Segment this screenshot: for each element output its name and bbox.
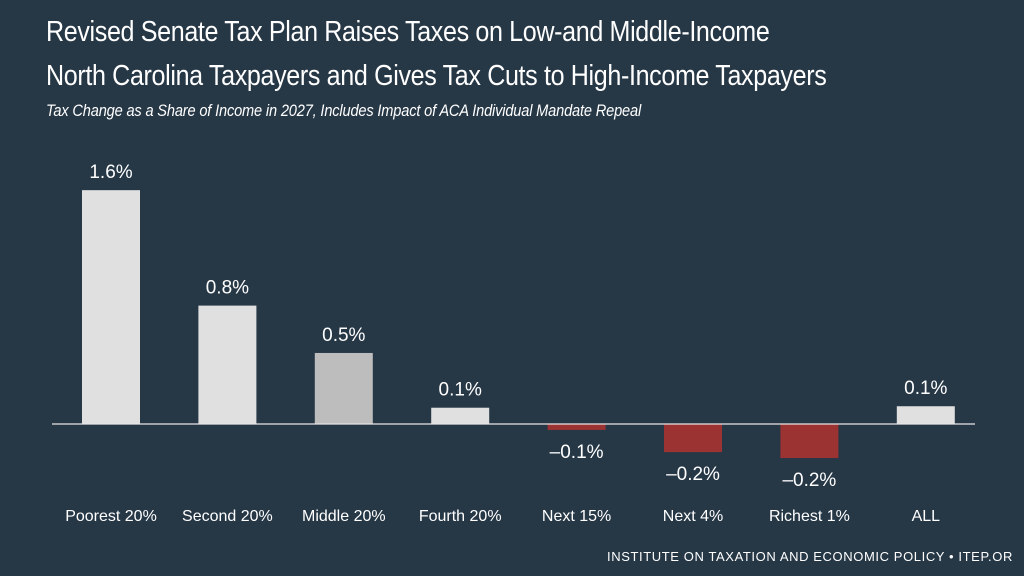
category-label-1: Poorest 20% — [65, 508, 157, 525]
data-label-1: 1.6% — [89, 162, 132, 183]
data-label-2: 0.8% — [206, 278, 249, 299]
bar-1 — [82, 190, 140, 424]
data-label-4: 0.1% — [439, 380, 482, 401]
bar-5 — [547, 424, 606, 430]
chart-title-line-2: North Carolina Taxpayers and Gives Tax C… — [46, 60, 827, 92]
bar-2 — [198, 305, 257, 424]
category-label-6: Next 4% — [663, 508, 723, 525]
category-label-2: Second 20% — [182, 508, 273, 525]
category-label-5: Next 15% — [542, 508, 611, 525]
chart-title-line-1: Revised Senate Tax Plan Raises Taxes on … — [46, 16, 770, 48]
chart-subtitle: Tax Change as a Share of Income in 2027,… — [46, 101, 642, 120]
data-label-6: –0.2% — [666, 464, 720, 485]
data-label-7: –0.2% — [782, 470, 836, 491]
category-label-7: Richest 1% — [769, 508, 850, 525]
bar-8 — [896, 406, 955, 424]
bar-3 — [314, 352, 373, 424]
bar-7 — [780, 424, 839, 459]
category-label-4: Fourth 20% — [419, 508, 502, 525]
data-label-8: 0.1% — [904, 378, 947, 399]
chart-title: Revised Senate Tax Plan Raises Taxes on … — [46, 10, 891, 98]
source-footer: INSTITUTE ON TAXATION AND ECONOMIC POLIC… — [607, 549, 1013, 564]
category-label-8: ALL — [912, 508, 941, 525]
data-label-5: –0.1% — [550, 442, 604, 463]
bar-6 — [664, 424, 722, 453]
bar-4 — [431, 407, 490, 424]
category-label-3: Middle 20% — [302, 508, 386, 525]
data-label-3: 0.5% — [322, 325, 365, 346]
